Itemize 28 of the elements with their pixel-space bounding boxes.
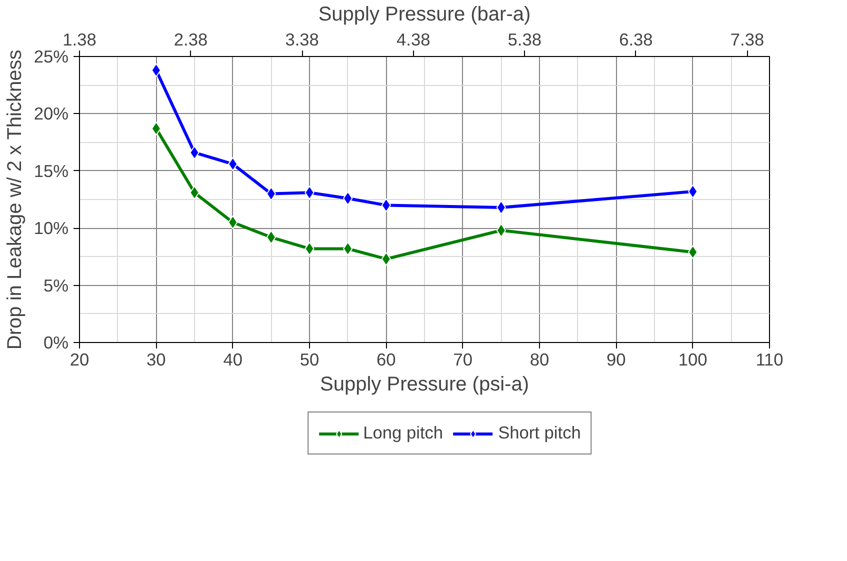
y-axis-title: Drop in Leakage w/ 2 x Thickness: [4, 50, 26, 350]
y-tick-label: 5%: [43, 275, 68, 296]
x2-tick-label: 2.38: [174, 30, 208, 50]
y-tick-label: 15%: [34, 160, 69, 181]
x-tick-label: 110: [756, 350, 784, 370]
x-tick-label: 80: [530, 350, 550, 370]
x-tick-label: 90: [606, 350, 626, 370]
x2-tick-label: 5.38: [508, 30, 542, 50]
x2-tick-label: 7.38: [730, 30, 764, 50]
x2-tick-label: 3.38: [285, 30, 319, 50]
legend-label: Short pitch: [498, 422, 581, 444]
x-tick-label: 30: [146, 350, 166, 370]
x-tick-label: 50: [300, 350, 320, 370]
x2-axis-title: Supply Pressure (bar-a): [318, 4, 531, 26]
y-tick-label: 0%: [43, 332, 68, 352]
x-tick-label: 100: [678, 350, 708, 370]
x-tick-label: 60: [376, 350, 396, 370]
y-tick-label: 10%: [34, 218, 69, 238]
x2-tick-label: 4.38: [396, 30, 430, 50]
x-tick-label: 40: [223, 350, 242, 370]
x-axis-title: Supply Pressure (psi-a): [320, 374, 529, 396]
x2-tick-label: 1.38: [62, 30, 96, 50]
x2-tick-label: 6.38: [619, 30, 653, 50]
y-tick-label: 20%: [34, 104, 69, 124]
y-tick-label: 25%: [34, 46, 69, 66]
x-tick-label: 20: [70, 350, 90, 370]
x-tick-label: 70: [453, 350, 472, 370]
legend-label: Long pitch: [363, 422, 444, 444]
